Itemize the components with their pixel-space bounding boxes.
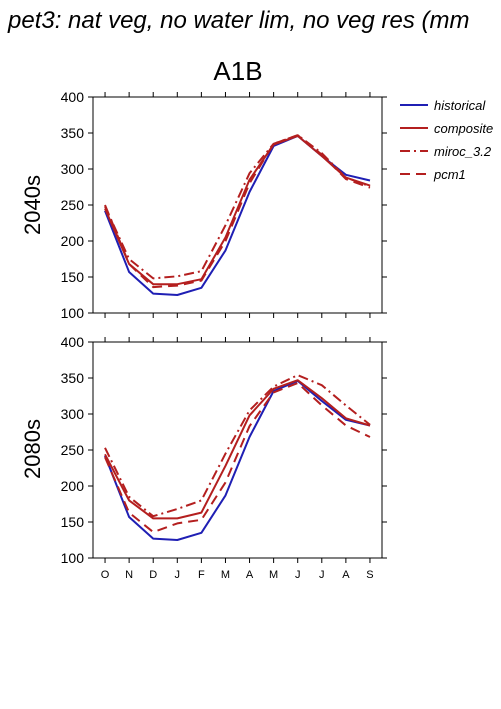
row-label-2080s: 2080s: [20, 419, 45, 479]
plot-frame: [92, 96, 383, 314]
legend-label-pcm1: pcm1: [433, 167, 466, 182]
x-tick-label: F: [198, 569, 205, 581]
y-tick-label: 200: [61, 478, 85, 494]
y-tick-label: 150: [61, 269, 85, 285]
y-tick-label: 400: [61, 89, 85, 105]
legend-label-historical: historical: [434, 98, 486, 113]
x-tick-label: D: [149, 569, 157, 581]
y-tick-label: 200: [61, 233, 85, 249]
panel-2080s: 100 150 200 250 300 350 400 O N D J F M A M J J A S: [61, 334, 387, 581]
y-tick-label: 100: [61, 550, 85, 566]
series-line-historical: [104, 379, 371, 541]
x-tick-label: A: [342, 569, 350, 581]
y-tick-label: 400: [61, 334, 85, 350]
x-tick-label: J: [175, 569, 181, 581]
x-tick-label: M: [221, 569, 230, 581]
x-tick-label: A: [246, 569, 254, 581]
y-tick-label: 100: [61, 305, 85, 321]
y-tick-label: 150: [61, 514, 85, 530]
x-tick-label: O: [101, 569, 110, 581]
figure-title: pet3: nat veg, no water lim, no veg res …: [7, 7, 470, 34]
row-label-2040s: 2040s: [20, 175, 45, 235]
plot-frame: [92, 341, 383, 559]
x-tick-label: S: [366, 569, 373, 581]
legend: historical composite miroc_3.2 pcm1: [400, 98, 493, 182]
legend-label-composite: composite: [434, 121, 493, 136]
series-line-composite: [104, 134, 371, 286]
y-tick-label: 350: [61, 370, 85, 386]
series-line-pcm1: [104, 134, 371, 289]
series-line-composite: [104, 379, 371, 520]
y-tick-label: 250: [61, 197, 85, 213]
x-tick-label: J: [295, 569, 301, 581]
panel-2040s: 100 150 200 250 300 350 400: [61, 89, 387, 321]
series-line-miroc-3-2: [104, 374, 371, 518]
y-tick-label: 300: [61, 406, 85, 422]
x-tick-label: M: [269, 569, 278, 581]
x-tick-label: J: [319, 569, 325, 581]
y-tick-label: 250: [61, 442, 85, 458]
scenario-label: A1B: [213, 56, 262, 86]
legend-label-miroc-3-2: miroc_3.2: [434, 144, 492, 159]
x-tick-label: N: [125, 569, 133, 581]
y-tick-label: 300: [61, 161, 85, 177]
y-tick-label: 350: [61, 125, 85, 141]
series-line-miroc-3-2: [104, 134, 371, 280]
series-line-historical: [104, 134, 371, 296]
series-line-pcm1: [104, 382, 371, 534]
